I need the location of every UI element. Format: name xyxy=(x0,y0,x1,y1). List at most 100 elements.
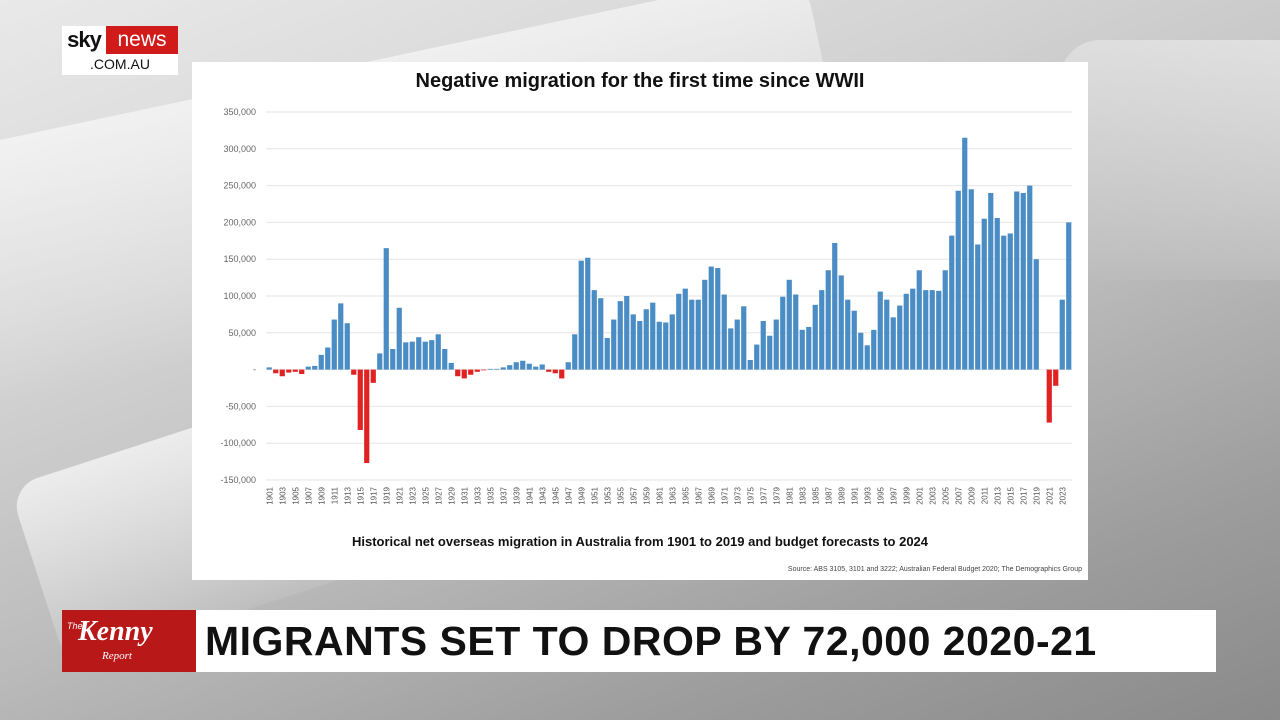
logo-domain-text: .COM.AU xyxy=(62,54,178,75)
bar xyxy=(1001,235,1007,370)
x-tick-label: 1945 xyxy=(551,486,560,504)
bar xyxy=(656,321,662,370)
logo-news-text: news xyxy=(106,26,178,54)
y-tick-label: 50,000 xyxy=(228,328,256,338)
x-tick-label: 1929 xyxy=(447,486,456,504)
bar xyxy=(403,342,409,370)
x-tick-label: 1941 xyxy=(525,486,534,504)
x-tick-label: 1903 xyxy=(278,486,287,504)
bar xyxy=(890,317,896,370)
bar xyxy=(676,293,682,370)
bar xyxy=(799,329,805,370)
x-tick-label: 1961 xyxy=(655,486,664,504)
x-tick-label: 1911 xyxy=(330,486,339,504)
bar xyxy=(793,294,799,370)
bar xyxy=(572,334,578,370)
bar xyxy=(299,369,305,375)
bar xyxy=(695,299,701,370)
bar xyxy=(546,369,552,372)
chart-subtitle: Historical net overseas migration in Aus… xyxy=(351,534,929,549)
bar xyxy=(357,369,363,430)
bar xyxy=(481,369,487,371)
bar xyxy=(942,270,948,370)
x-tick-label: 2019 xyxy=(1032,486,1041,504)
x-tick-label: 2015 xyxy=(1006,486,1015,504)
bar xyxy=(936,290,942,370)
bar xyxy=(721,294,727,370)
x-tick-label: 1955 xyxy=(616,486,625,504)
bar xyxy=(351,369,357,375)
bar xyxy=(949,235,955,370)
bar xyxy=(786,279,792,370)
x-tick-label: 1907 xyxy=(304,486,313,504)
x-tick-label: 1917 xyxy=(369,486,378,504)
bar xyxy=(448,362,454,370)
background-highlight xyxy=(1060,40,1280,280)
x-tick-label: 1979 xyxy=(772,486,781,504)
lower-third-banner: The Kenny Report MIGRANTS SET TO DROP BY… xyxy=(62,610,1216,672)
bar xyxy=(903,293,909,370)
bar xyxy=(513,362,519,370)
bar xyxy=(455,369,461,377)
bar xyxy=(442,348,448,370)
bar xyxy=(344,323,350,370)
bar xyxy=(845,299,851,370)
y-tick-label: -150,000 xyxy=(220,475,256,485)
bar xyxy=(1066,222,1072,370)
bar xyxy=(396,307,402,370)
x-tick-label: 1931 xyxy=(460,486,469,504)
x-tick-label: 1981 xyxy=(785,486,794,504)
x-tick-label: 1951 xyxy=(590,486,599,504)
x-tick-label: 1909 xyxy=(317,486,326,504)
bar xyxy=(838,275,844,370)
bar xyxy=(968,189,974,370)
x-tick-label: 1989 xyxy=(837,486,846,504)
show-name-prefix: The xyxy=(67,621,83,631)
x-tick-label: 1943 xyxy=(538,486,547,504)
x-tick-label: 1947 xyxy=(564,486,573,504)
x-tick-label: 1987 xyxy=(824,486,833,504)
y-tick-label: 300,000 xyxy=(223,144,256,154)
y-tick-label: -50,000 xyxy=(225,401,256,411)
bar xyxy=(1033,259,1039,370)
bar xyxy=(955,190,961,370)
x-tick-label: 1923 xyxy=(408,486,417,504)
bar xyxy=(812,304,818,370)
bar xyxy=(539,364,545,370)
chart-card: -150,000 -100,000 -50,000-50,000 100,000 150… xyxy=(192,62,1088,580)
x-tick-label: 1925 xyxy=(421,486,430,504)
bar xyxy=(383,248,389,370)
x-tick-label: 1967 xyxy=(694,486,703,504)
y-tick-label: 150,000 xyxy=(223,254,256,264)
x-tick-label: 1937 xyxy=(499,486,508,504)
bar xyxy=(500,367,506,370)
bar xyxy=(877,291,883,370)
bar xyxy=(318,354,324,370)
bar xyxy=(279,369,285,377)
bar xyxy=(734,319,740,370)
bar xyxy=(897,305,903,370)
x-tick-label: 1957 xyxy=(629,486,638,504)
bar xyxy=(507,365,513,370)
bar xyxy=(325,347,331,370)
bar xyxy=(923,290,929,370)
bar xyxy=(910,288,916,370)
bar xyxy=(741,306,747,370)
x-tick-label: 1985 xyxy=(811,486,820,504)
bar xyxy=(1020,192,1026,370)
y-tick-label: 200,000 xyxy=(223,217,256,227)
bar xyxy=(754,344,760,370)
x-tick-label: 1975 xyxy=(746,486,755,504)
bar xyxy=(708,266,714,370)
x-tick-label: 1963 xyxy=(668,486,677,504)
x-tick-label: 1927 xyxy=(434,486,443,504)
x-tick-label: 2001 xyxy=(915,486,924,504)
x-tick-label: 1939 xyxy=(512,486,521,504)
x-tick-label: 2007 xyxy=(954,486,963,504)
bar xyxy=(825,270,831,370)
x-tick-label: 1935 xyxy=(486,486,495,504)
bar xyxy=(552,369,558,374)
bar xyxy=(747,360,753,370)
bar xyxy=(851,310,857,370)
bar xyxy=(435,334,441,370)
